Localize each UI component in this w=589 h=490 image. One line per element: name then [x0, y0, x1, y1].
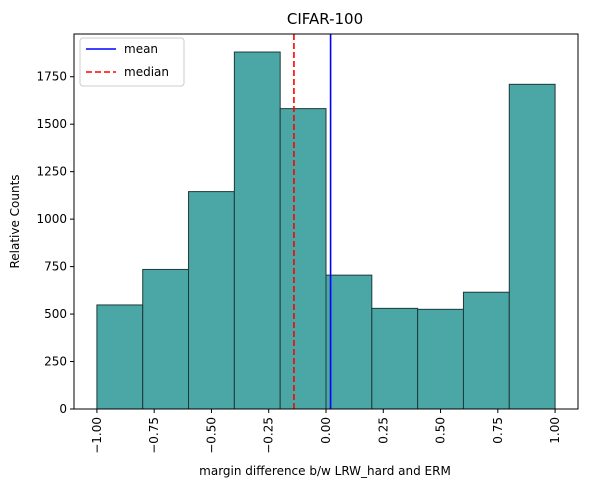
- y-tick-label: 1000: [36, 212, 67, 226]
- histogram-bar-2: [142, 268, 190, 410]
- legend-box: [79, 37, 185, 87]
- x-axis-label: margin difference b/w LRW_hard and ERM: [199, 464, 451, 478]
- histogram-bar-7: [371, 307, 419, 410]
- histogram-bar-4: [233, 51, 281, 410]
- legend-mean-label: mean: [124, 42, 158, 56]
- x-tick-label: 0.25: [376, 417, 390, 444]
- histogram-bar-3: [188, 191, 235, 410]
- histogram-bar-5: [279, 108, 327, 410]
- x-tick-label: 0.50: [434, 417, 448, 444]
- chart-title: CIFAR-100: [287, 10, 363, 28]
- legend-median-label: median: [124, 65, 169, 79]
- x-tick-label: 0.00: [319, 417, 333, 444]
- reference-lines: [293, 34, 332, 409]
- y-tick-label: 500: [44, 307, 67, 321]
- y-tick-label: 1250: [36, 165, 67, 179]
- y-tick-label: 750: [44, 260, 67, 274]
- y-tick-label: 1500: [36, 117, 67, 131]
- y-axis-label: Relative Counts: [8, 174, 22, 268]
- x-tick-label: 1.00: [548, 417, 562, 444]
- x-tick-label: 0.75: [491, 417, 505, 444]
- histogram-bar-9: [462, 291, 510, 410]
- bars-group: [96, 51, 556, 410]
- y-tick-label: 1750: [36, 70, 67, 84]
- y-tick-label: 0: [59, 402, 67, 416]
- x-tick-label: −0.50: [204, 417, 218, 454]
- histogram-bar-8: [417, 308, 464, 410]
- x-tick-label: −1.00: [90, 417, 104, 454]
- x-axis: −1.00 −0.75 −0.50 −0.25 0.00 0.25 0.50 0.75 1.00: [90, 409, 562, 454]
- histogram-bar-1: [96, 304, 144, 410]
- histogram-bar-10: [508, 83, 556, 410]
- x-tick-label: −0.75: [147, 417, 161, 454]
- y-axis: 0 250 500 750 1000 1250 1500 1750: [36, 70, 74, 416]
- x-tick-label: −0.25: [262, 417, 276, 454]
- y-tick-label: 250: [44, 355, 67, 369]
- legend: mean median: [79, 37, 185, 87]
- histogram-bar-6: [325, 274, 373, 410]
